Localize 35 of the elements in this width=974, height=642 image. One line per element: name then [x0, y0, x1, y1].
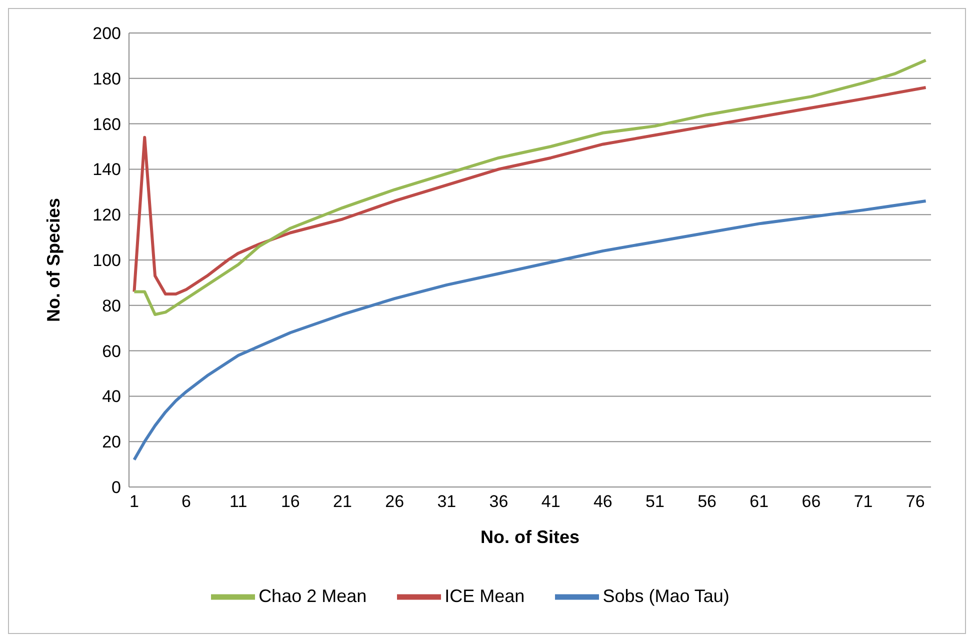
line-series — [132, 58, 928, 316]
y-tick-label: 40 — [102, 387, 121, 406]
y-tick-label: 0 — [112, 478, 121, 498]
y-axis-title: No. of Species — [43, 198, 64, 322]
x-tick-label: 16 — [280, 492, 300, 512]
x-axis-title: No. of Sites — [480, 527, 580, 547]
x-tick-label: 71 — [854, 492, 873, 512]
x-tick-label: 26 — [385, 492, 404, 512]
y-tick-label: 60 — [102, 342, 121, 361]
y-tick-label: 20 — [102, 432, 121, 452]
y-tick-label: 80 — [102, 296, 121, 316]
x-tick-label: 66 — [802, 492, 821, 512]
legend-label: ICE Mean — [444, 586, 525, 606]
x-tick-label: 36 — [489, 492, 508, 512]
y-tick-label: 100 — [92, 251, 121, 270]
legend-label: Sobs (Mao Tau) — [602, 586, 730, 606]
x-tick-label: 31 — [437, 492, 456, 512]
x-tick-label: 46 — [593, 492, 612, 512]
line-series — [132, 86, 928, 296]
legend-label: Chao 2 Mean — [258, 586, 367, 606]
x-tick-label: 51 — [646, 492, 664, 512]
x-tick-label: 61 — [750, 492, 769, 512]
x-tick-label: 6 — [182, 492, 192, 512]
x-tick-label: 41 — [541, 492, 560, 512]
y-tick-label: 120 — [92, 206, 121, 225]
y-tick-label: 180 — [92, 69, 121, 88]
line-series — [132, 199, 928, 462]
x-tick-label: 1 — [129, 492, 139, 512]
x-tick-label: 76 — [906, 492, 925, 512]
y-tick-label: 200 — [92, 24, 121, 44]
x-tick-label: 11 — [230, 492, 248, 512]
x-tick-label: 56 — [698, 492, 717, 512]
y-tick-label: 160 — [92, 114, 121, 134]
x-tick-label: 21 — [333, 492, 352, 512]
y-tick-label: 140 — [92, 160, 121, 180]
